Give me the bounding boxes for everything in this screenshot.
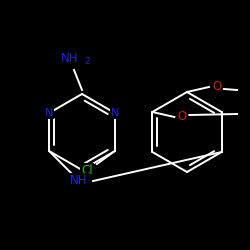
Text: O: O bbox=[212, 80, 222, 94]
Text: Cl: Cl bbox=[81, 164, 93, 177]
Text: N: N bbox=[45, 108, 53, 118]
Text: N: N bbox=[111, 108, 119, 118]
Text: O: O bbox=[178, 110, 187, 124]
Text: NH: NH bbox=[70, 174, 88, 188]
Text: NH: NH bbox=[61, 52, 79, 66]
Text: 2: 2 bbox=[84, 56, 90, 66]
